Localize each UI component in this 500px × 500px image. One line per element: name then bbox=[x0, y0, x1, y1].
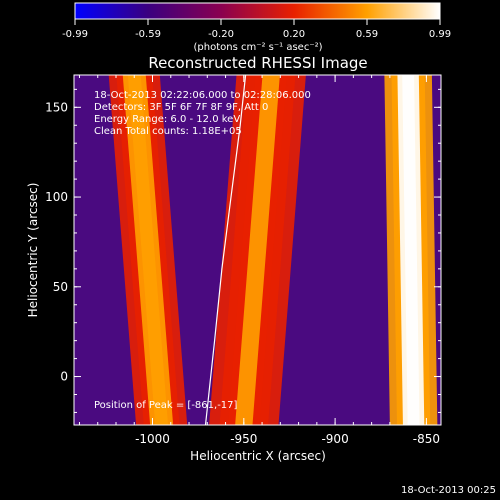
peak-position-label: Position of Peak = [-861,-17] bbox=[94, 400, 238, 411]
y-tick-label: 100 bbox=[45, 190, 68, 204]
x-axis-label: Heliocentric X (arcsec) bbox=[190, 449, 326, 463]
y-axis-label: Heliocentric Y (arcsec) bbox=[26, 183, 40, 318]
y-axis-ticks: 0 50 100 150 bbox=[45, 88, 441, 413]
solar-limb-curve bbox=[204, 75, 247, 425]
plot-frame bbox=[73, 74, 442, 426]
y-tick-label: 0 bbox=[60, 370, 68, 384]
x-tick-label: -950 bbox=[230, 432, 257, 446]
emission-band bbox=[127, 75, 169, 425]
y-tick-label: 150 bbox=[45, 100, 68, 114]
x-tick-label: -1000 bbox=[135, 432, 170, 446]
annotation-block: 18-Oct-2013 02:22:06.000 to 02:28:06.000… bbox=[94, 90, 311, 137]
colorbar bbox=[74, 2, 441, 20]
chart-title: Reconstructed RHESSI Image bbox=[148, 54, 367, 72]
x-tick-label: -850 bbox=[413, 432, 440, 446]
y-tick-label: 50 bbox=[53, 280, 68, 294]
colorbar-tick-label: 0.99 bbox=[429, 29, 451, 40]
annotation-line: Detectors: 3F 5F 6F 7F 8F 9F, Att 0 bbox=[94, 102, 268, 113]
heatmap-image bbox=[74, 75, 441, 425]
x-axis-ticks: -1000 -950 -900 -850 bbox=[78, 75, 440, 446]
colorbar-units-label: (photons cm⁻² s⁻¹ asec⁻²) bbox=[193, 42, 322, 53]
colorbar-tick-label: -0.99 bbox=[62, 29, 88, 40]
annotation-line: 18-Oct-2013 02:22:06.000 to 02:28:06.000 bbox=[94, 90, 311, 101]
annotation-line: Clean Total counts: 1.18E+05 bbox=[94, 126, 242, 137]
colorbar-tick-label: -0.20 bbox=[208, 29, 234, 40]
colorbar-tick-label: -0.59 bbox=[135, 29, 161, 40]
annotation-line: Energy Range: 6.0 - 12.0 keV bbox=[94, 114, 240, 125]
colorbar-ticks: -0.99 -0.59 -0.20 0.20 0.59 0.99 bbox=[62, 19, 451, 40]
emission-bands bbox=[108, 75, 438, 425]
colorbar-tick-label: 0.20 bbox=[283, 29, 305, 40]
footer-date: 18-Oct-2013 00:25 bbox=[401, 485, 496, 496]
emission-band bbox=[235, 75, 280, 425]
colorbar-tick-label: 0.59 bbox=[356, 29, 378, 40]
emission-band bbox=[402, 75, 420, 425]
x-tick-label: -900 bbox=[321, 432, 348, 446]
